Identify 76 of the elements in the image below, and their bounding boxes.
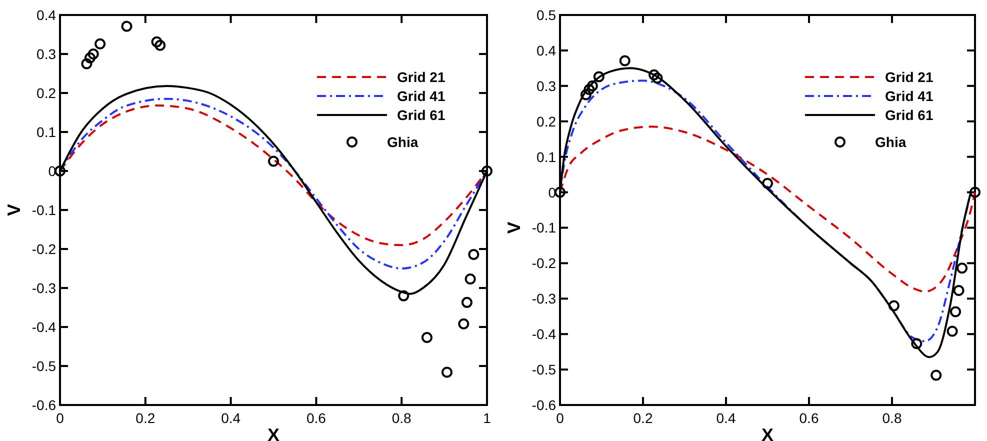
point — [458, 318, 470, 330]
y-tick-label: 0.2 — [36, 85, 56, 101]
y-tick-label: -0.1 — [32, 202, 56, 218]
legend-label: Grid 61 — [885, 107, 934, 123]
x-tick-label: 0.8 — [882, 410, 902, 426]
point — [88, 48, 99, 60]
point — [151, 36, 162, 48]
point — [268, 156, 279, 167]
point — [911, 338, 922, 350]
y-tick-label: 0.1 — [36, 124, 56, 140]
point — [461, 296, 472, 308]
point — [950, 306, 962, 318]
x-tick-label: 0.6 — [799, 410, 819, 426]
x-axis-title: X — [761, 425, 774, 441]
y-tick-label: 0.3 — [36, 46, 56, 62]
legend-label: Ghia — [875, 134, 906, 150]
legend-label: Grid 21 — [885, 69, 934, 85]
point — [930, 370, 942, 381]
y-axis-title: V — [504, 222, 524, 234]
y-tick-label: -0.4 — [532, 326, 556, 342]
point — [482, 166, 492, 176]
x-tick-label: 0.8 — [392, 410, 412, 426]
x-tick-label: 1 — [483, 410, 492, 426]
y-tick-label: -0.5 — [532, 362, 556, 378]
y-tick-label: -0.4 — [32, 319, 56, 335]
legend-label: Ghia — [387, 134, 418, 150]
y-tick-label: -0.3 — [532, 290, 556, 307]
y-tick-label: 0.5 — [536, 7, 556, 23]
x-tick-label: 0.2 — [136, 410, 156, 426]
point — [464, 274, 476, 285]
point — [554, 186, 566, 198]
point — [762, 178, 773, 189]
point — [441, 366, 452, 378]
y-tick-label: -0.2 — [32, 241, 56, 257]
x-tick-label: 0.4 — [716, 410, 736, 426]
point — [956, 262, 968, 274]
point — [946, 326, 958, 337]
x-tick-label: 0.6 — [306, 410, 326, 426]
point — [652, 72, 663, 84]
legend-label: Grid 41 — [397, 88, 446, 104]
y-tick-label: 0.2 — [536, 113, 556, 130]
point — [54, 166, 66, 176]
point — [619, 55, 630, 66]
legend-label: Grid 61 — [397, 107, 446, 123]
y-tick-label: 0.4 — [536, 42, 556, 58]
legend-label: Grid 21 — [397, 69, 446, 85]
legend-label: Grid 41 — [885, 88, 934, 104]
point — [593, 71, 604, 82]
point — [953, 284, 964, 296]
y-tick-label: 0.4 — [36, 7, 56, 23]
y-tick-label: -0.6 — [532, 397, 556, 413]
x-tick-label: 0.4 — [221, 410, 241, 426]
x-tick-label: 0.2 — [633, 410, 653, 426]
point — [94, 38, 106, 50]
point — [888, 300, 900, 312]
y-tick-label: -0.5 — [32, 358, 56, 374]
y-tick-label: 0.1 — [536, 148, 556, 165]
point — [81, 58, 92, 70]
y-axis-title: V — [4, 204, 24, 216]
point — [398, 290, 410, 302]
point — [970, 186, 980, 198]
y-tick-label: 0.3 — [536, 78, 556, 94]
point — [84, 52, 96, 64]
point — [154, 40, 166, 51]
point — [584, 84, 595, 95]
point — [586, 80, 598, 92]
point — [421, 332, 432, 344]
x-axis-title: X — [267, 425, 280, 441]
y-tick-label: -0.6 — [32, 397, 56, 413]
y-tick-label: -0.1 — [532, 220, 556, 236]
point — [648, 69, 660, 80]
point — [580, 89, 592, 100]
y-tick-label: -0.2 — [532, 255, 556, 272]
point — [468, 248, 480, 260]
point — [121, 20, 132, 32]
y-tick-label: -0.3 — [32, 280, 56, 296]
